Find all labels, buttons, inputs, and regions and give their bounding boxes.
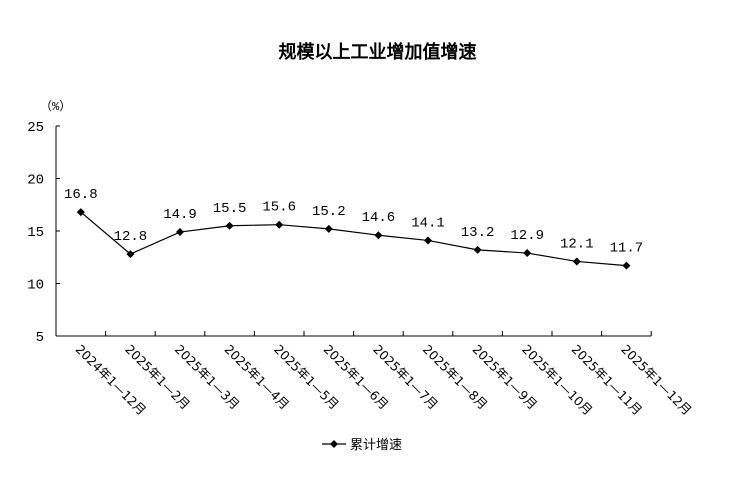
data-point	[275, 220, 284, 229]
data-label: 15.6	[262, 200, 296, 216]
y-tick-label: 10	[27, 278, 44, 294]
data-label: 12.1	[560, 236, 594, 252]
data-point	[622, 261, 631, 270]
data-label: 14.9	[163, 207, 197, 223]
data-point	[176, 228, 184, 237]
chart-title: 规模以上工业增加值增速	[278, 42, 477, 63]
series-line	[80, 211, 627, 267]
data-label: 15.5	[213, 201, 247, 217]
data-point	[126, 250, 135, 259]
data-label: 14.6	[362, 210, 396, 226]
data-point	[424, 236, 432, 245]
legend-label: 累计增速	[350, 438, 402, 453]
y-tick-label: 15	[27, 225, 44, 241]
data-point	[473, 245, 482, 254]
y-axis-unit: （%）	[40, 99, 71, 114]
data-label: 14.1	[411, 215, 445, 231]
data-point	[225, 221, 234, 230]
data-point	[324, 224, 333, 233]
y-tick-label: 25	[27, 120, 44, 136]
data-label: 16.8	[64, 187, 98, 203]
data-label: 12.8	[114, 229, 148, 245]
data-label: 13.2	[461, 225, 495, 241]
data-point	[523, 249, 532, 258]
data-label: 11.7	[610, 241, 644, 257]
y-tick-label: 5	[36, 330, 44, 346]
data-label: 15.2	[312, 204, 346, 220]
data-point	[572, 257, 581, 266]
data-point	[374, 231, 383, 240]
data-point	[76, 208, 85, 217]
y-tick-label: 20	[27, 173, 44, 189]
legend-marker-icon	[330, 440, 338, 448]
data-label: 12.9	[510, 228, 544, 244]
